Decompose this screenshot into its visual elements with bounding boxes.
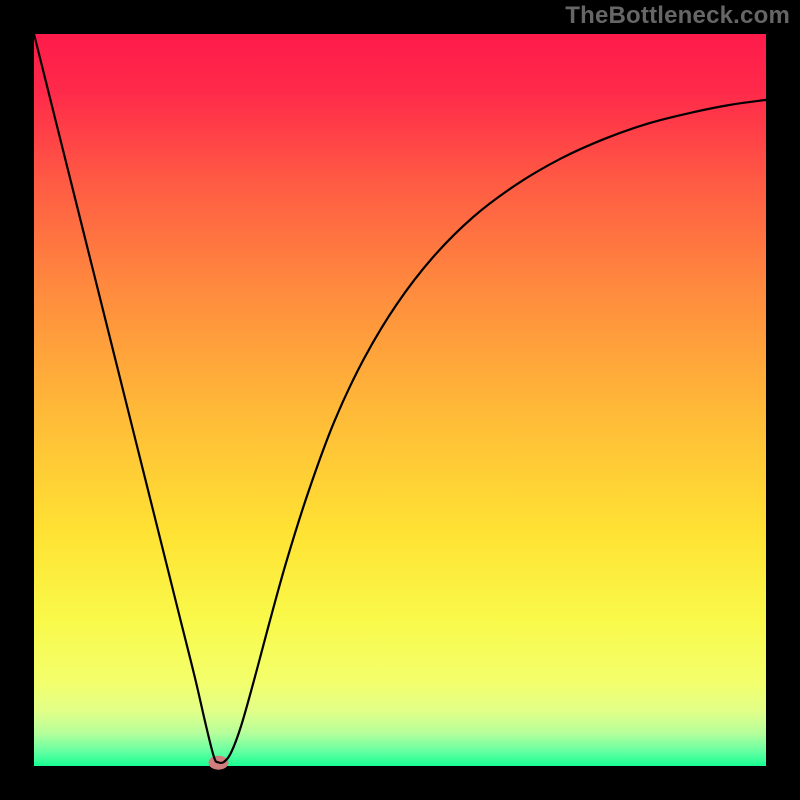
chart-stage: TheBottleneck.com [0,0,800,800]
chart-svg [0,0,800,800]
watermark-text: TheBottleneck.com [565,2,790,30]
plot-background [34,34,766,766]
